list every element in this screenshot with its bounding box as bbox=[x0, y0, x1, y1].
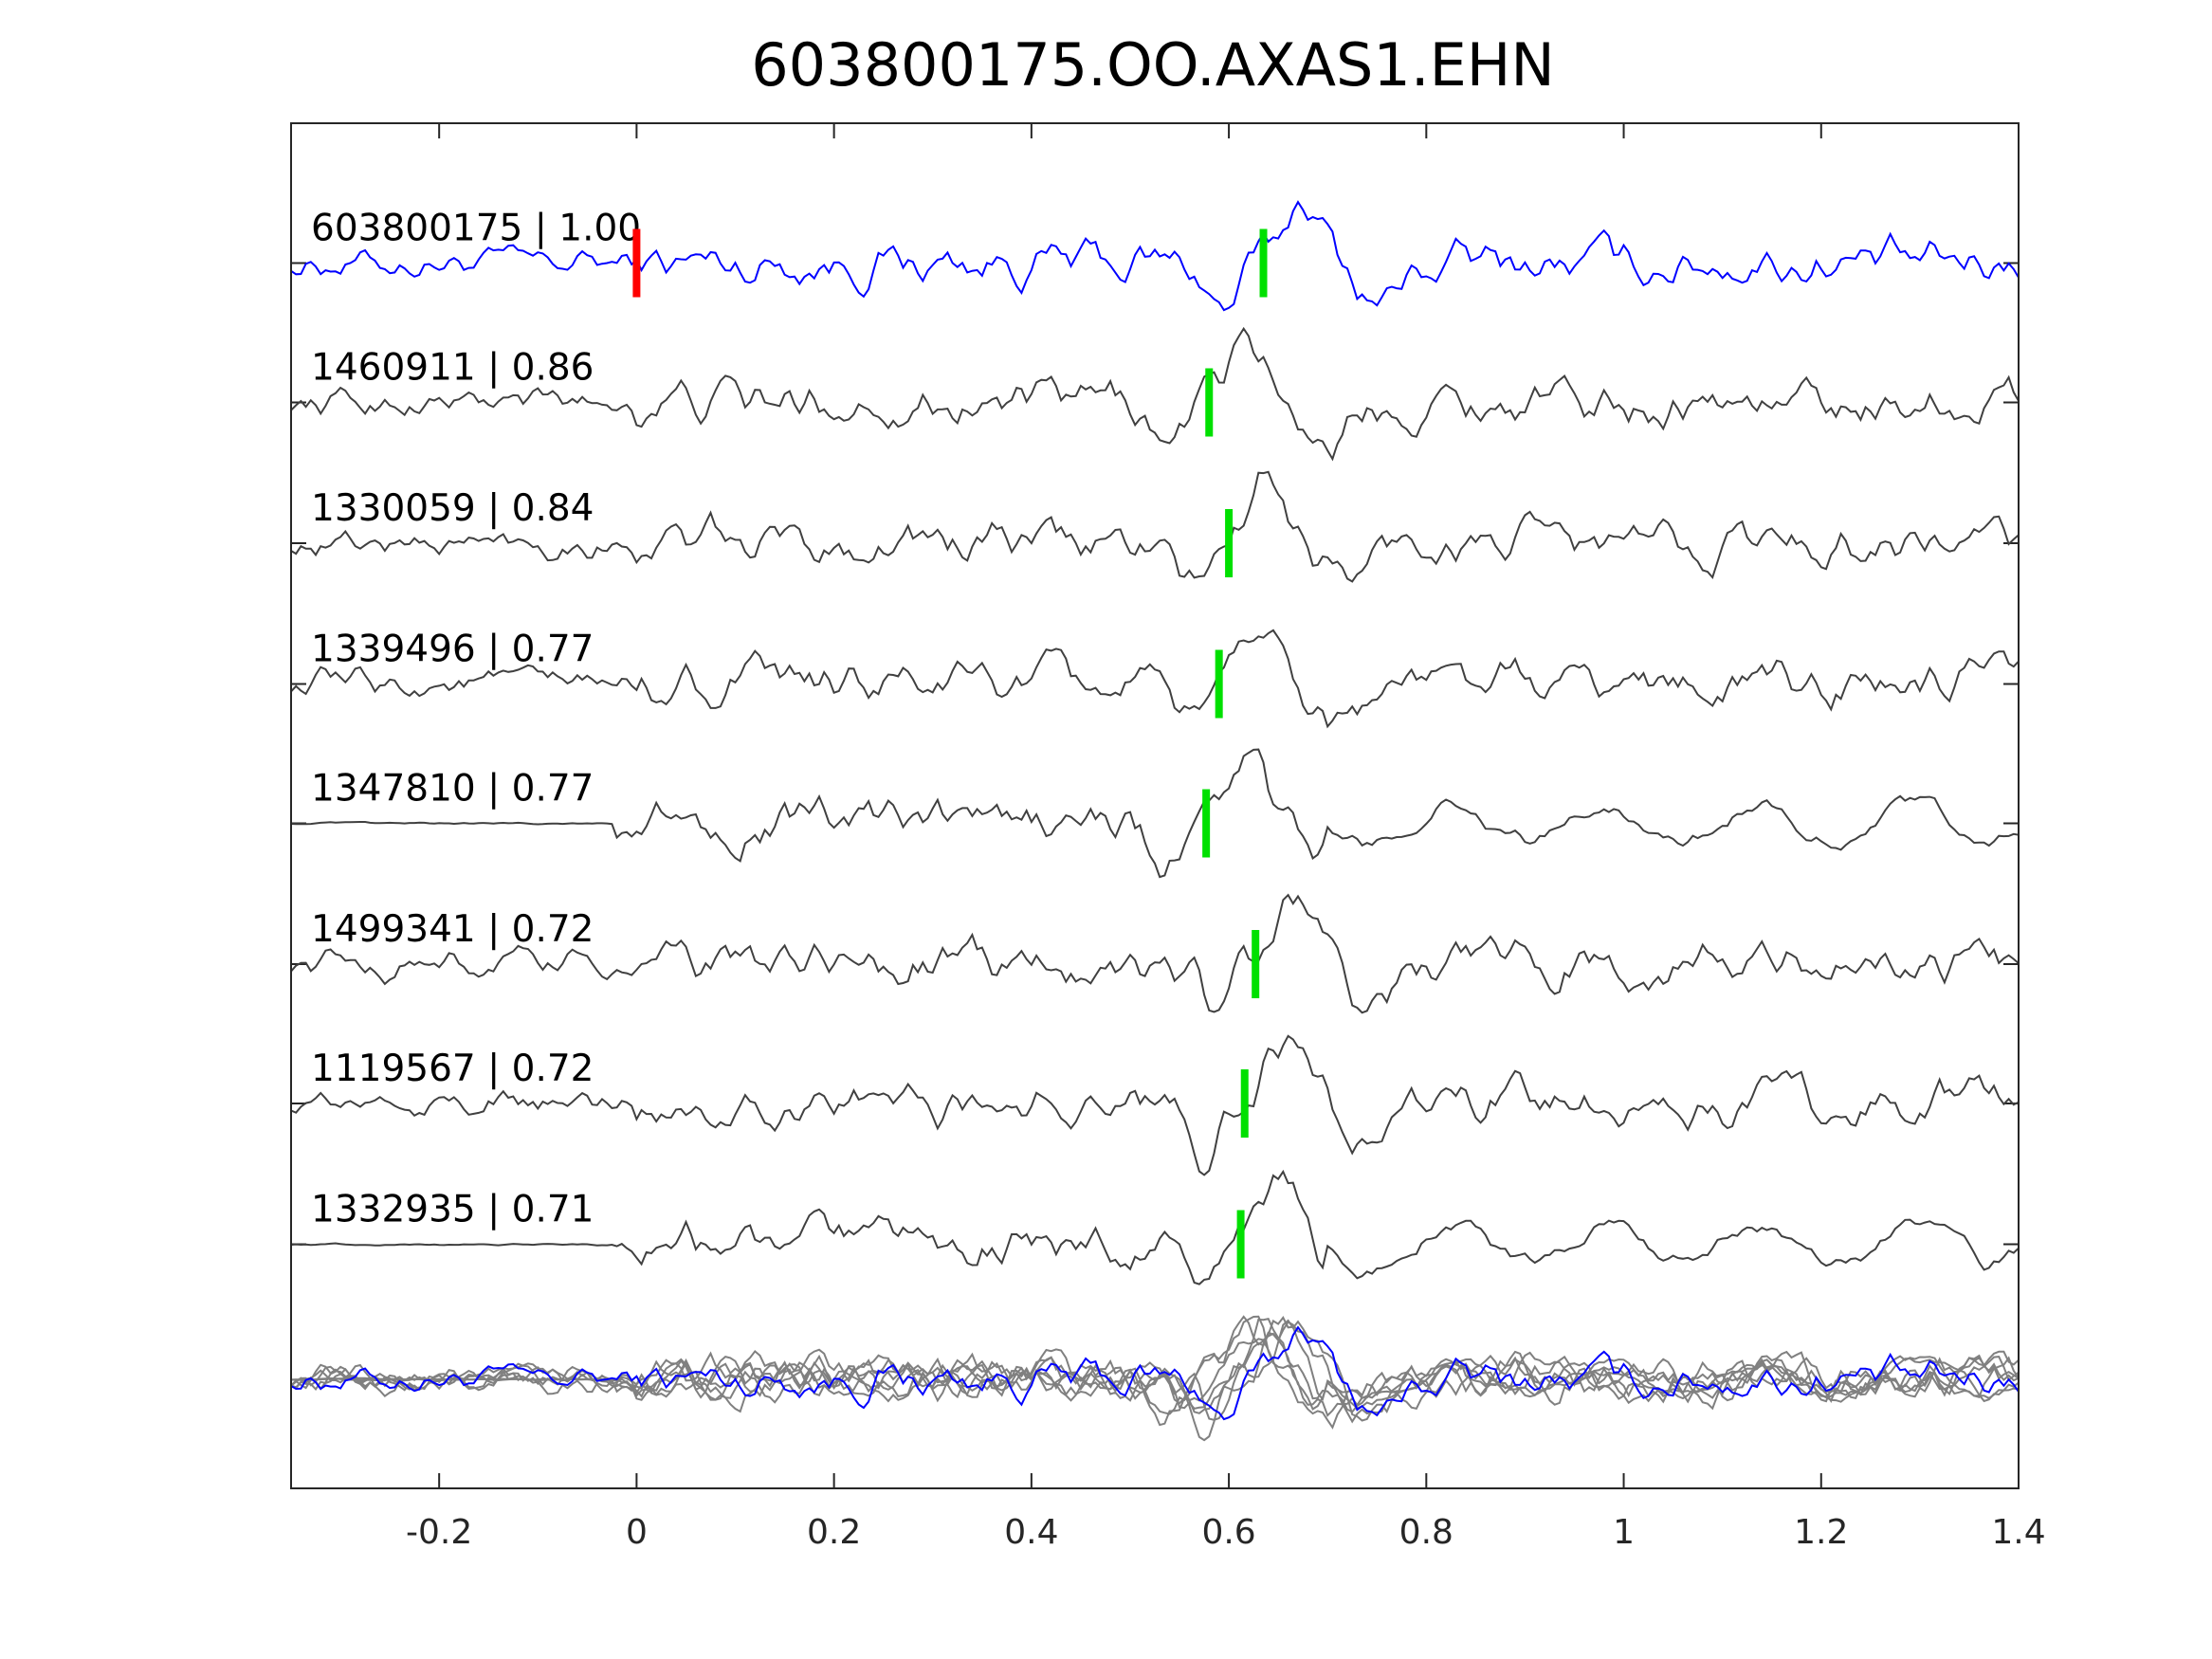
x-tick-label: 1.2 bbox=[1794, 1513, 1848, 1552]
trace-1339496 bbox=[290, 629, 2020, 729]
stack-trace bbox=[290, 1315, 2020, 1430]
trace-label: 1499341 | 0.72 bbox=[311, 908, 594, 951]
x-tick-label: 0.4 bbox=[1004, 1513, 1058, 1552]
trace-1330059 bbox=[290, 470, 2020, 583]
chart-title: 603800175.OO.AXAS1.EHN bbox=[751, 30, 1555, 100]
x-tick-label: 0.2 bbox=[807, 1513, 861, 1552]
stack-template-trace bbox=[290, 1325, 2020, 1421]
trace-603800175 bbox=[290, 200, 2020, 312]
trace-label: 1332935 | 0.71 bbox=[311, 1189, 594, 1231]
stack-trace bbox=[290, 1317, 2020, 1413]
x-tick-label: 0 bbox=[626, 1513, 648, 1552]
stack-trace bbox=[290, 1316, 2020, 1414]
trace-1332935 bbox=[290, 1169, 2020, 1285]
x-tick-label: 1.4 bbox=[1991, 1513, 2045, 1552]
stack-trace bbox=[290, 1332, 2020, 1417]
x-tick-label: 0.6 bbox=[1201, 1513, 1255, 1552]
x-tick-label: 0.8 bbox=[1399, 1513, 1453, 1552]
x-tick-label: -0.2 bbox=[406, 1513, 472, 1552]
trace-1119567 bbox=[290, 1034, 2020, 1176]
x-tick-label: 1 bbox=[1613, 1513, 1635, 1552]
trace-1347810 bbox=[290, 748, 2020, 879]
trace-1460911 bbox=[290, 326, 2020, 462]
axes-frame bbox=[290, 122, 2020, 1489]
trace-label: 1330059 | 0.84 bbox=[311, 487, 594, 530]
stack-trace bbox=[290, 1319, 2020, 1422]
trace-label: 1347810 | 0.77 bbox=[311, 768, 594, 811]
trace-label: 603800175 | 1.00 bbox=[311, 208, 641, 250]
x-axis: -0.2 0 0.2 0.4 0.6 0.8 1 1.2 1.4 bbox=[406, 123, 2046, 1552]
trace-label: 1339496 | 0.77 bbox=[311, 629, 594, 671]
trace-label: 1119567 | 0.72 bbox=[311, 1048, 594, 1090]
plot-area: 603800175 | 1.00 1460911 | 0.86 1330059 | … bbox=[290, 200, 2020, 1442]
trace-1499341 bbox=[290, 893, 2020, 1014]
trace-label: 1460911 | 0.86 bbox=[311, 347, 594, 390]
